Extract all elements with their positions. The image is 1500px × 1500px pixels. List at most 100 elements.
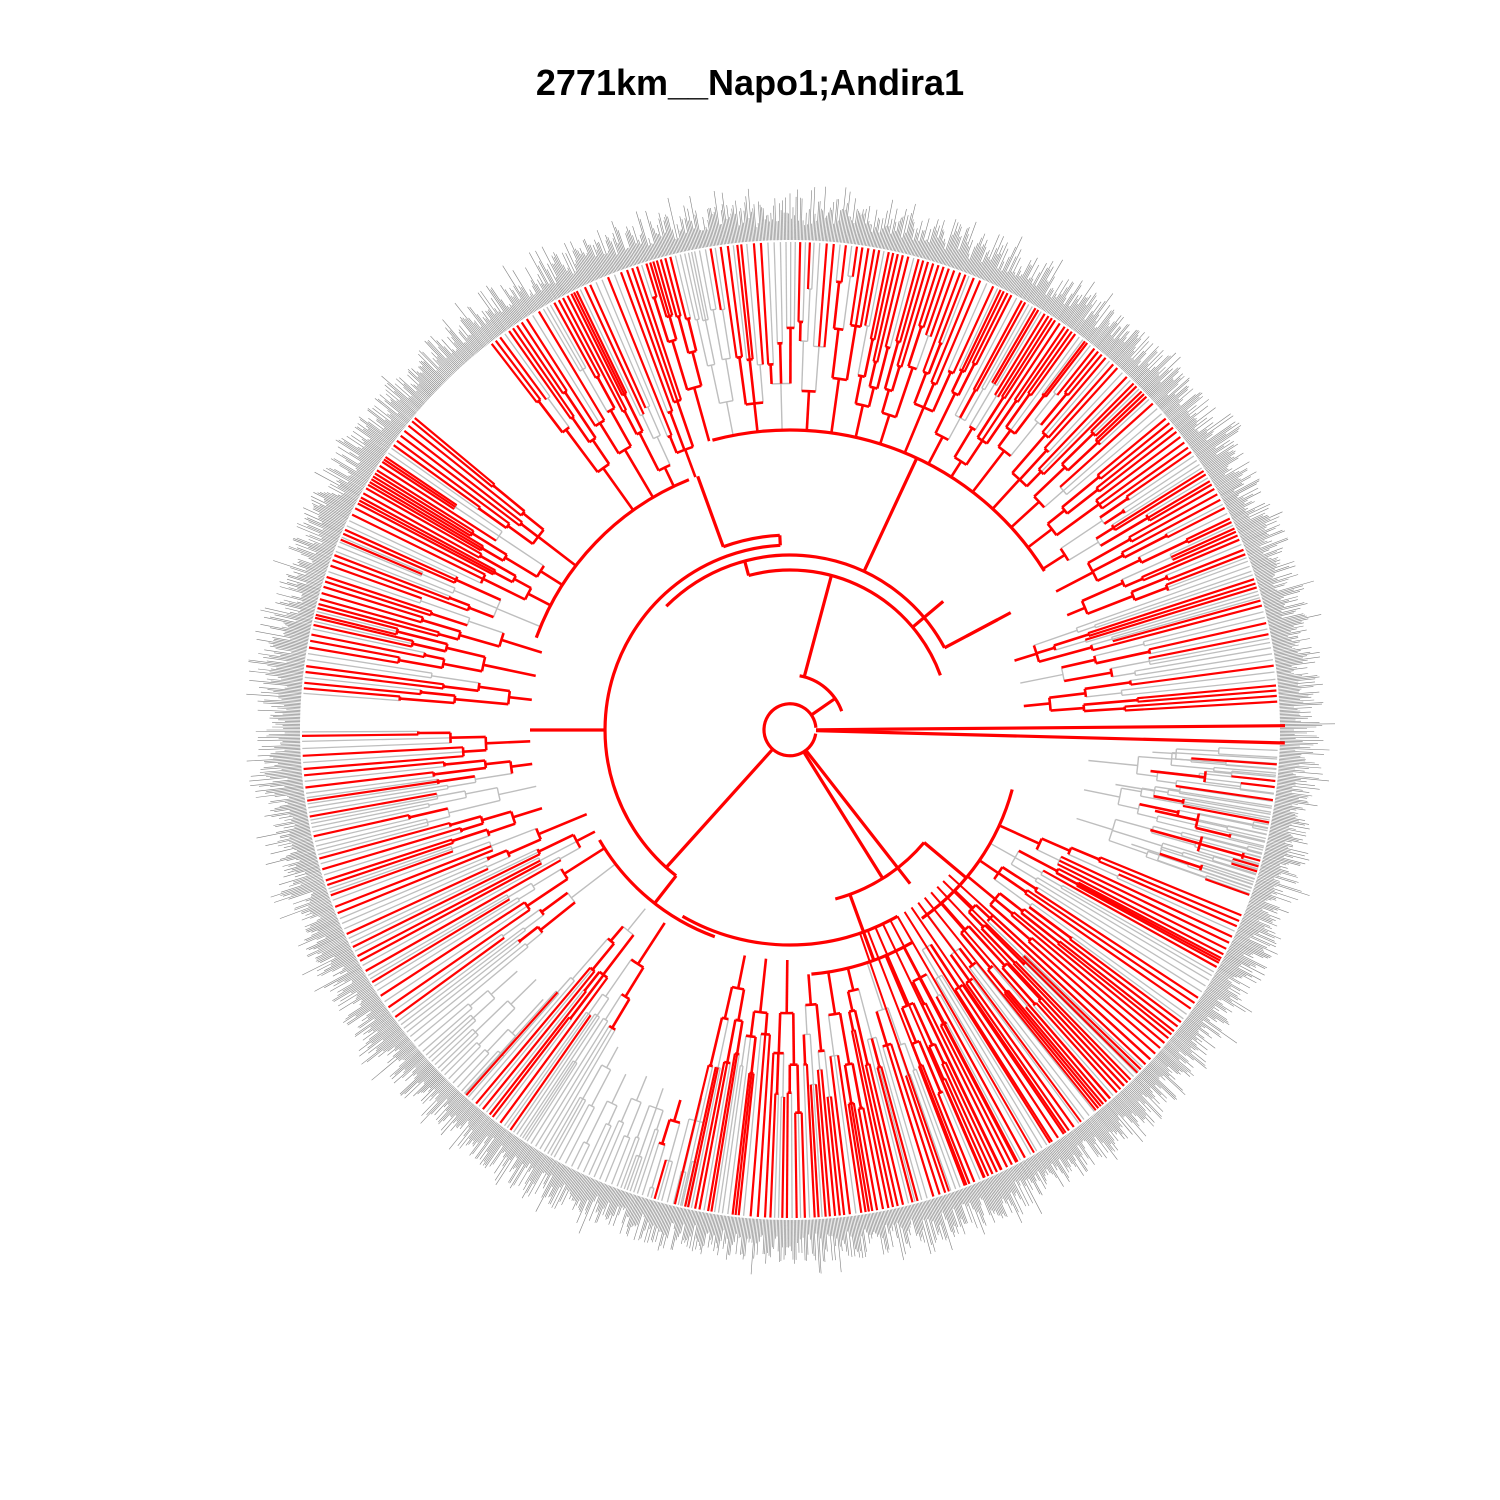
tip-label — [259, 768, 302, 773]
branch — [1036, 646, 1055, 655]
tip-label — [534, 1159, 555, 1195]
tip-label — [707, 1213, 711, 1234]
tip-label — [356, 470, 370, 479]
tip-label — [417, 376, 435, 393]
terminal-branch — [464, 1053, 502, 1095]
tip-label — [352, 430, 386, 454]
branch — [1095, 526, 1115, 540]
tip-label — [1061, 1137, 1074, 1156]
branch — [526, 931, 543, 946]
tip-label — [684, 218, 692, 251]
terminal-branch — [604, 1135, 625, 1182]
tip-label — [518, 285, 535, 312]
tip-label — [248, 659, 305, 668]
tip-label — [1220, 483, 1245, 497]
terminal-branch — [593, 1120, 620, 1178]
tip-label — [306, 583, 322, 589]
tip-label — [567, 267, 578, 289]
tip-label — [445, 327, 472, 359]
branch — [409, 807, 449, 819]
tip-label — [607, 237, 621, 271]
branch — [1088, 759, 1138, 767]
tip-label — [258, 687, 302, 692]
tip-label — [283, 822, 309, 829]
terminal-branch — [407, 424, 522, 517]
tip-label — [1210, 467, 1228, 479]
tip-label — [1276, 672, 1292, 675]
tip-label — [276, 593, 317, 605]
tip-label — [351, 981, 370, 994]
tip-label — [494, 313, 507, 331]
branch-arc — [601, 1064, 611, 1071]
tip-label — [1230, 507, 1248, 517]
branch — [635, 1075, 648, 1101]
tip-label — [1023, 1160, 1043, 1196]
tip-label — [827, 1218, 830, 1237]
branch — [815, 724, 1286, 732]
tip-label — [1043, 280, 1063, 312]
tip-label — [383, 1033, 406, 1052]
tip-label — [364, 445, 383, 459]
tip-label — [290, 567, 325, 579]
tip-label — [280, 831, 311, 839]
tip-label — [666, 1206, 676, 1239]
branch — [487, 822, 516, 835]
tip-label — [274, 789, 304, 794]
tip-label — [838, 208, 843, 243]
tip-label — [1085, 327, 1096, 340]
tip-label — [840, 187, 847, 243]
tip-label — [1169, 1039, 1194, 1061]
tip-label — [1246, 906, 1281, 920]
tip-label — [853, 210, 859, 245]
branch — [526, 877, 569, 907]
tip-label — [1263, 854, 1301, 865]
tip-label — [452, 1101, 472, 1124]
branch — [1040, 873, 1063, 888]
branch — [991, 478, 1021, 510]
tip-label — [607, 1188, 620, 1220]
branch — [759, 364, 764, 403]
tip-label — [535, 293, 544, 307]
branch — [483, 663, 536, 678]
tip-label — [942, 234, 953, 265]
tip-label — [767, 214, 770, 241]
branch — [620, 1098, 633, 1123]
terminal-branch — [1212, 859, 1257, 875]
tip-label — [918, 1202, 924, 1220]
tip-label — [1059, 1139, 1084, 1176]
tip-label — [571, 1173, 583, 1197]
tip-label — [1166, 1043, 1189, 1062]
tip-label — [726, 218, 731, 244]
branch — [997, 872, 1027, 893]
tip-label — [1095, 1112, 1119, 1142]
terminal-branch — [1027, 330, 1073, 394]
tip-label — [470, 334, 483, 350]
tip-label — [304, 914, 337, 928]
branch — [604, 993, 623, 1021]
tip-label — [1198, 447, 1216, 460]
terminal-branch — [332, 841, 490, 901]
terminal-branch — [727, 1036, 752, 1215]
terminal-branch — [1124, 694, 1277, 708]
tip-label — [715, 1214, 721, 1244]
tip-label — [272, 644, 307, 651]
tip-label — [1164, 1045, 1187, 1064]
tip-label — [366, 1032, 405, 1063]
branch — [537, 400, 564, 434]
branch-arc — [467, 1003, 473, 1009]
tip-label — [283, 599, 316, 609]
branch — [527, 592, 552, 607]
branch — [547, 397, 570, 428]
tip-label — [1132, 363, 1149, 380]
branch — [668, 435, 678, 454]
tip-label — [806, 224, 808, 241]
tip-label — [1102, 338, 1115, 353]
tip-label — [1002, 249, 1022, 289]
tip-label — [1154, 375, 1185, 404]
branch-arc — [1059, 547, 1070, 562]
tip-label — [1268, 614, 1322, 627]
tip-label — [888, 208, 898, 251]
tip-label — [895, 1208, 906, 1255]
tip-label — [376, 1028, 403, 1050]
tip-label — [1035, 259, 1063, 307]
